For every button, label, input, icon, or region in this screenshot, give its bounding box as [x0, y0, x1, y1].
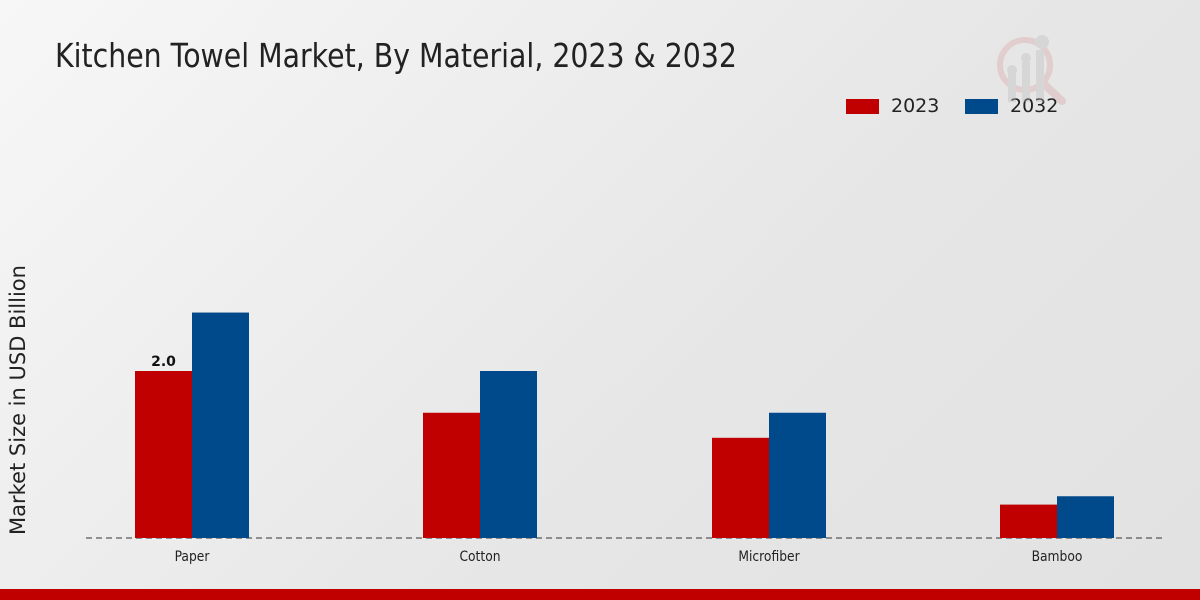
x-tick-label: Bamboo	[1032, 549, 1083, 565]
data-label: 2.0	[151, 354, 176, 370]
legend-item-2023: 2023	[846, 95, 939, 117]
legend-label-2023: 2023	[891, 95, 940, 117]
bar-cotton-2032	[480, 371, 537, 538]
bar-microfiber-2023	[712, 437, 769, 538]
bar-bamboo-2032	[1057, 496, 1114, 538]
bar-microfiber-2032	[769, 412, 826, 538]
legend-swatch-2023	[846, 98, 879, 114]
bar-paper-2032	[192, 312, 249, 538]
chart-title: Kitchen Towel Market, By Material, 2023 …	[55, 36, 737, 75]
bar-bamboo-2023	[1000, 504, 1057, 538]
x-tick-label: Cotton	[459, 549, 500, 565]
bar-paper-2023	[135, 371, 192, 538]
bar-cotton-2023	[423, 412, 480, 538]
legend-swatch-2032	[965, 98, 998, 114]
watermark-logo-icon	[997, 35, 1066, 105]
legend-item-2032: 2032	[965, 95, 1058, 117]
x-tick-label: Paper	[175, 549, 210, 565]
footer-bar	[0, 589, 1200, 600]
x-tick-label: Microfiber	[738, 549, 800, 565]
legend-label-2032: 2032	[1010, 95, 1059, 117]
